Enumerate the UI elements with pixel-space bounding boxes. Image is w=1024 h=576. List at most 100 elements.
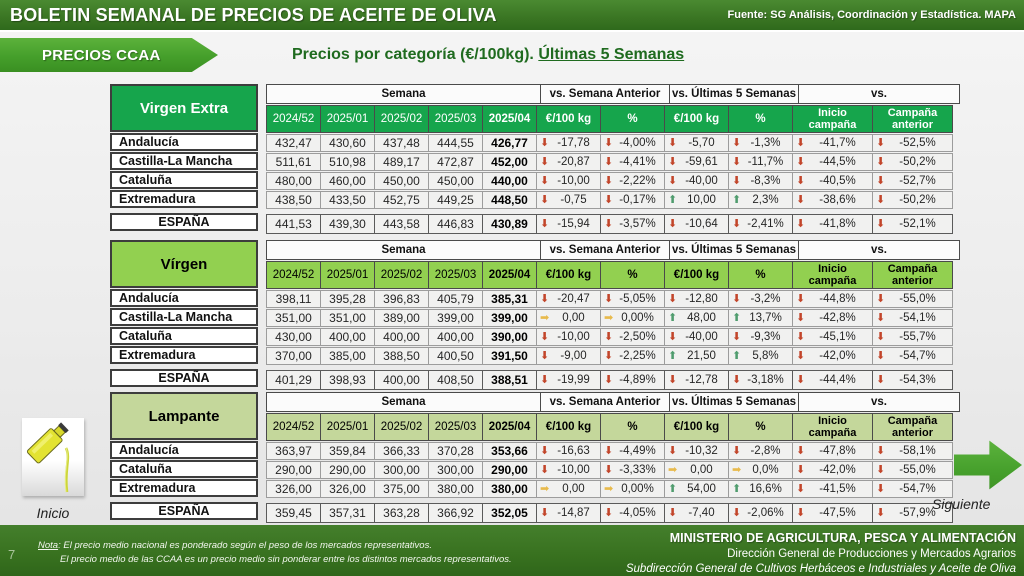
arrow-down-icon: ⬇: [876, 193, 886, 206]
direction-general: Dirección General de Producciones y Merc…: [727, 547, 1016, 560]
change-value: 0,00%: [621, 483, 654, 495]
eur-column-header: €/100 kg: [536, 261, 601, 289]
arrow-up-icon: ⬆: [668, 482, 678, 495]
change-cell: ➡ 0,00: [536, 480, 601, 498]
week-value-cell: 380,00: [482, 480, 537, 498]
week-column-header: 2025/04: [482, 261, 537, 289]
change-cell: ⬇ -47,8%: [792, 442, 873, 460]
change-value: -58,1%: [899, 445, 936, 457]
arrow-down-icon: ⬇: [796, 217, 806, 230]
week-value-cell: 460,00: [320, 172, 375, 190]
week-column-header: 2025/04: [482, 413, 537, 441]
data-columns: Semana vs. Semana Anterior vs. Últimas 5 S…: [266, 240, 960, 391]
change-cell: ⬇ -9,00: [536, 347, 601, 365]
category-header: Virgen Extra: [110, 84, 258, 132]
change-cell: ⬇ -54,7%: [872, 347, 953, 365]
change-value: -3,57%: [619, 218, 656, 230]
region-label: Andalucía: [110, 289, 258, 307]
col-group-semana: Semana: [266, 392, 541, 412]
change-value: 2,3%: [752, 194, 779, 206]
week-value-cell: 290,00: [482, 461, 537, 479]
change-value: -40,00: [685, 175, 718, 187]
change-cell: ⬇ -2,06%: [728, 503, 793, 523]
arrow-down-icon: ⬇: [668, 292, 678, 305]
category-column: Lampante Andalucía Cataluña Extremadura ESPA…: [110, 392, 258, 524]
change-value: -4,49%: [619, 445, 656, 457]
change-value: -2,50%: [619, 331, 656, 343]
group-header-row: Semana vs. Semana Anterior vs. Últimas 5 S…: [266, 392, 960, 412]
group-header-row: Semana vs. Semana Anterior vs. Últimas 5 S…: [266, 84, 960, 104]
arrow-down-icon: ⬇: [604, 217, 614, 230]
week-value-cell: 357,31: [320, 503, 375, 523]
change-value: -4,89%: [619, 374, 656, 386]
change-value: -1,3%: [750, 137, 781, 149]
week-value-cell: 433,50: [320, 191, 375, 209]
week-value-cell: 400,00: [374, 328, 429, 346]
change-cell: ➡ 0,00: [664, 461, 729, 479]
change-value: -3,18%: [747, 374, 784, 386]
arrow-down-icon: ⬇: [604, 174, 614, 187]
arrow-down-icon: ⬇: [796, 482, 806, 495]
inicio-campana-header: Inicio campaña: [792, 261, 873, 289]
change-cell: ⬇ -8,3%: [728, 172, 793, 190]
change-cell: ⬇ -44,5%: [792, 153, 873, 171]
pct-column-header: %: [600, 261, 665, 289]
week-value-cell: 366,92: [428, 503, 483, 523]
change-value: 16,6%: [749, 483, 782, 495]
week-value-cell: 370,28: [428, 442, 483, 460]
week-value-cell: 380,00: [428, 480, 483, 498]
col-group-vs-week: vs. Semana Anterior: [540, 240, 670, 260]
col-group-vs-5w: vs. Últimas 5 Semanas: [669, 240, 799, 260]
week-column-header: 2024/52: [266, 105, 321, 133]
change-cell: ⬇ -12,80: [664, 290, 729, 308]
change-cell: ⬆ 5,8%: [728, 347, 793, 365]
change-cell: ⬇ -55,0%: [872, 290, 953, 308]
week-value-cell: 452,00: [482, 153, 537, 171]
espana-data-row: 401,29 398,93 400,00 408,50 388,51 ⬇ -19,99 ⬇ -4…: [266, 370, 960, 390]
espana-label: ESPAÑA: [110, 502, 258, 520]
arrow-right-icon: ➡: [540, 311, 550, 324]
change-value: -10,00: [557, 331, 590, 343]
pct-column-header: %: [728, 105, 793, 133]
change-cell: ⬇ -55,7%: [872, 328, 953, 346]
campana-anterior-header: Campaña anterior: [872, 105, 953, 133]
arrow-down-icon: ⬇: [540, 330, 550, 343]
week-value-cell: 441,53: [266, 214, 321, 234]
pct-column-header: %: [728, 261, 793, 289]
change-cell: ⬇ -59,61: [664, 153, 729, 171]
col-group-vs-5w: vs. Últimas 5 Semanas: [669, 392, 799, 412]
inicio-nav-button[interactable]: Inicio: [18, 418, 88, 521]
top-bar: BOLETIN SEMANAL DE PRECIOS DE ACEITE DE …: [0, 0, 1024, 32]
inicio-label: Inicio: [36, 505, 70, 521]
espana-data-row: 359,45 357,31 363,28 366,92 352,05 ⬇ -14,87 ⬇ -4…: [266, 503, 960, 523]
arrow-down-icon: ⬇: [876, 136, 886, 149]
change-value: -4,00%: [619, 137, 656, 149]
week-value-cell: 438,50: [266, 191, 321, 209]
change-value: -5,70: [688, 137, 715, 149]
change-value: -50,2%: [899, 194, 936, 206]
table-row: 290,00 290,00 300,00 300,00 290,00 ⬇ -10,00 ⬇ -3…: [266, 461, 960, 479]
change-cell: ➡ 0,00%: [600, 309, 665, 327]
arrow-right-icon: ➡: [604, 311, 614, 324]
week-column-header: 2024/52: [266, 261, 321, 289]
espana-label: ESPAÑA: [110, 369, 258, 387]
change-value: -20,87: [557, 156, 590, 168]
change-cell: ⬇ -47,5%: [792, 503, 873, 523]
change-cell: ⬇ -15,94: [536, 214, 601, 234]
arrow-down-icon: ⬇: [540, 444, 550, 457]
nota-label: Nota: [38, 540, 59, 551]
siguiente-nav-button[interactable]: Siguiente: [932, 436, 1024, 512]
arrow-down-icon: ⬇: [876, 463, 886, 476]
week-column-header: 2025/03: [428, 261, 483, 289]
change-value: -2,22%: [619, 175, 656, 187]
table-row: 398,11 395,28 396,83 405,79 385,31 ⬇ -20,47 ⬇ -5…: [266, 290, 960, 308]
region-label: Extremadura: [110, 346, 258, 364]
change-cell: ⬆ 16,6%: [728, 480, 793, 498]
week-column-header: 2025/03: [428, 413, 483, 441]
change-cell: ⬇ -57,9%: [872, 503, 953, 523]
change-value: -50,2%: [899, 156, 936, 168]
change-cell: ⬇ -20,87: [536, 153, 601, 171]
arrow-up-icon: ⬆: [668, 349, 678, 362]
change-cell: ⬇ -2,8%: [728, 442, 793, 460]
change-cell: ⬇ -52,7%: [872, 172, 953, 190]
